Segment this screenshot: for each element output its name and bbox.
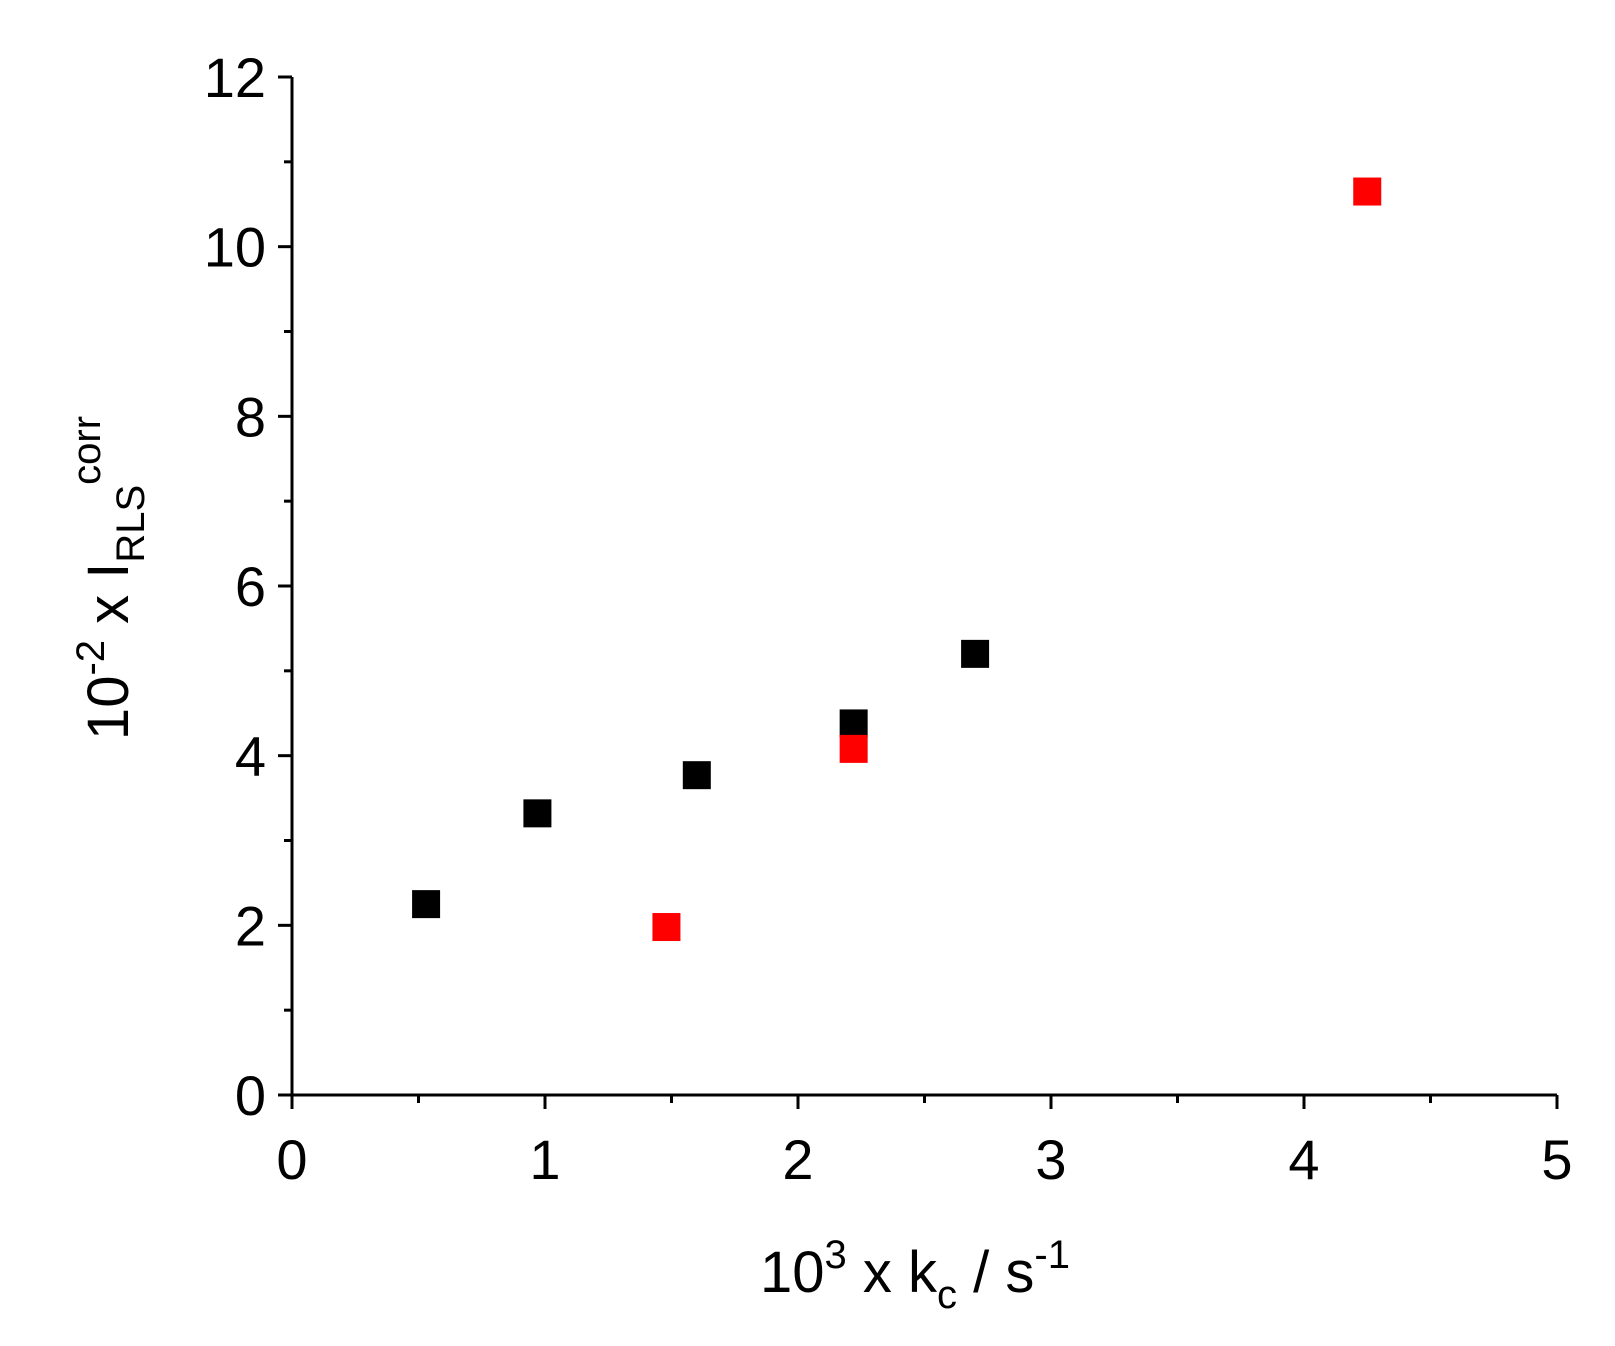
x-axis-title-unit-sup: -1 [1034,1233,1070,1277]
y-tick-label: 6 [235,555,266,618]
x-tick-label: 5 [1541,1128,1572,1191]
data-points [412,177,1382,942]
y-axis-title: 10-2 x IRLScorr [65,416,153,740]
data-point [961,639,990,668]
data-point [1353,177,1382,206]
x-axis-title: 103 x kc / s-1 [760,1233,1070,1317]
data-point [523,799,552,828]
x-tick-label: 4 [1288,1128,1319,1191]
x-tick-label: 0 [276,1128,307,1191]
x-axis-title-mid: x k [847,1240,938,1305]
x-tick-label: 3 [1035,1128,1066,1191]
y-tick-label: 2 [235,894,266,957]
y-tick-label: 8 [235,385,266,448]
x-tick-label: 1 [529,1128,560,1191]
y-tick-label: 10 [204,216,266,279]
data-point [839,734,868,763]
y-tick-label: 0 [235,1064,266,1127]
x-axis-title-sub: c [937,1273,957,1317]
x-axis-title-prefix-sup: 3 [825,1233,847,1277]
y-tick-label: 12 [204,46,266,109]
axes [290,77,1557,1097]
data-point [682,761,711,790]
x-axis-title-prefix: 10 [760,1240,825,1305]
y-axis-title-sub: RLS [109,485,153,563]
y-axis-title-prefix-sup: -2 [69,640,113,676]
x-tick-label: 2 [782,1128,813,1191]
y-axis-title-sup: corr [65,416,109,485]
y-axis-title-mid: x I [76,563,141,640]
data-point [652,913,681,942]
y-axis-title-prefix: 10 [76,676,141,741]
x-axis-title-unit: / s [957,1240,1034,1305]
data-point [412,890,441,919]
data-point [839,709,868,738]
y-tick-label: 4 [235,725,266,788]
